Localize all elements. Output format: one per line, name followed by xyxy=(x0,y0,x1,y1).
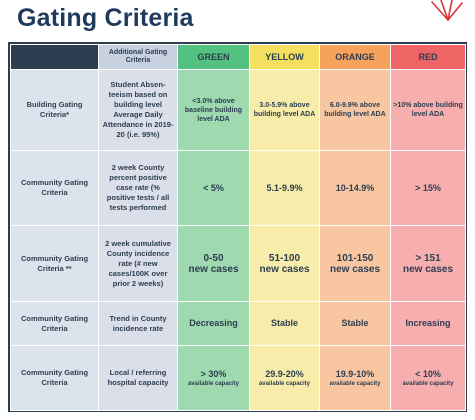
yellow-cell: 51-100 new cases xyxy=(249,225,320,302)
red-star-burst-icon xyxy=(431,0,463,21)
red-cell: >10% above building level ADA xyxy=(390,69,466,151)
green-cell: <3.0% above baseline building level ADA xyxy=(177,69,250,151)
red-cell: > 151 new cases xyxy=(390,225,466,302)
table-row: Community Gating Criteria ** 2 week cumu… xyxy=(10,225,466,302)
green-value: 0-50 xyxy=(203,252,224,264)
header-additional: Additional Gating Criteria xyxy=(98,44,178,70)
table-row: Community Gating Criteria Trend in Count… xyxy=(10,301,466,346)
red-value: < 10% xyxy=(415,368,441,379)
row-label: Community Gating Criteria xyxy=(10,301,99,346)
page-title: Gating Criteria xyxy=(17,4,194,32)
red-cell: Increasing xyxy=(390,301,466,346)
additional-criteria: Student Absen-teeism based on building l… xyxy=(98,69,178,151)
header-yellow: YELLOW xyxy=(249,44,320,70)
orange-cell: 10-14.9% xyxy=(319,150,391,226)
yellow-value: 51-100 xyxy=(268,252,301,264)
green-unit: new cases xyxy=(188,263,239,275)
red-value: > 151 xyxy=(415,252,441,264)
yellow-cell: Stable xyxy=(249,301,320,346)
orange-cell: 6.0-9.9% above building level ADA xyxy=(319,69,391,151)
orange-value: 101-150 xyxy=(336,252,374,264)
table-row: Community Gating Criteria 2 week County … xyxy=(10,150,466,226)
yellow-unit: new cases xyxy=(259,263,310,275)
red-cell: > 15% xyxy=(390,150,466,226)
additional-criteria: Trend in County incidence rate xyxy=(98,301,178,346)
header-orange: ORANGE xyxy=(319,44,391,70)
green-cell: 0-50 new cases xyxy=(177,225,250,302)
green-unit: available capacity xyxy=(187,380,240,387)
additional-criteria: 2 week County percent positive case rate… xyxy=(98,150,178,226)
red-cell: < 10% available capacity xyxy=(390,345,466,411)
yellow-cell: 3.0-5.9% above building level ADA xyxy=(249,69,320,151)
additional-criteria: 2 week cumulative County incidence rate … xyxy=(98,225,178,302)
green-cell: Decreasing xyxy=(177,301,250,346)
green-value: > 30% xyxy=(200,368,227,379)
header-red: RED xyxy=(390,44,466,70)
green-cell: > 30% available capacity xyxy=(177,345,250,411)
gating-criteria-table: Additional Gating Criteria GREEN YELLOW … xyxy=(10,44,466,411)
orange-value: 19.9-10% xyxy=(335,368,375,379)
table-row: Community Gating Criteria Local / referr… xyxy=(10,345,466,411)
additional-criteria: Local / referring hospital capacity xyxy=(98,345,178,411)
orange-cell: 101-150 new cases xyxy=(319,225,391,302)
header-green: GREEN xyxy=(177,44,250,70)
yellow-cell: 29.9-20% available capacity xyxy=(249,345,320,411)
orange-unit: new cases xyxy=(329,263,381,275)
yellow-unit: available capacity xyxy=(258,380,311,387)
red-unit: new cases xyxy=(402,263,454,275)
row-label: Community Gating Criteria xyxy=(10,345,99,411)
yellow-value: 29.9-20% xyxy=(265,368,304,379)
header-row: Additional Gating Criteria GREEN YELLOW … xyxy=(10,44,466,70)
red-unit: available capacity xyxy=(402,380,454,387)
table-row: Building Gating Criteria* Student Absen-… xyxy=(10,69,466,151)
orange-cell: 19.9-10% available capacity xyxy=(319,345,391,411)
yellow-cell: 5.1-9.9% xyxy=(249,150,320,226)
header-corner xyxy=(10,44,99,70)
row-label: Community Gating Criteria xyxy=(10,150,99,226)
row-label: Community Gating Criteria ** xyxy=(10,225,99,302)
green-cell: < 5% xyxy=(177,150,250,226)
row-label: Building Gating Criteria* xyxy=(10,69,99,151)
orange-unit: available capacity xyxy=(329,380,381,387)
orange-cell: Stable xyxy=(319,301,391,346)
